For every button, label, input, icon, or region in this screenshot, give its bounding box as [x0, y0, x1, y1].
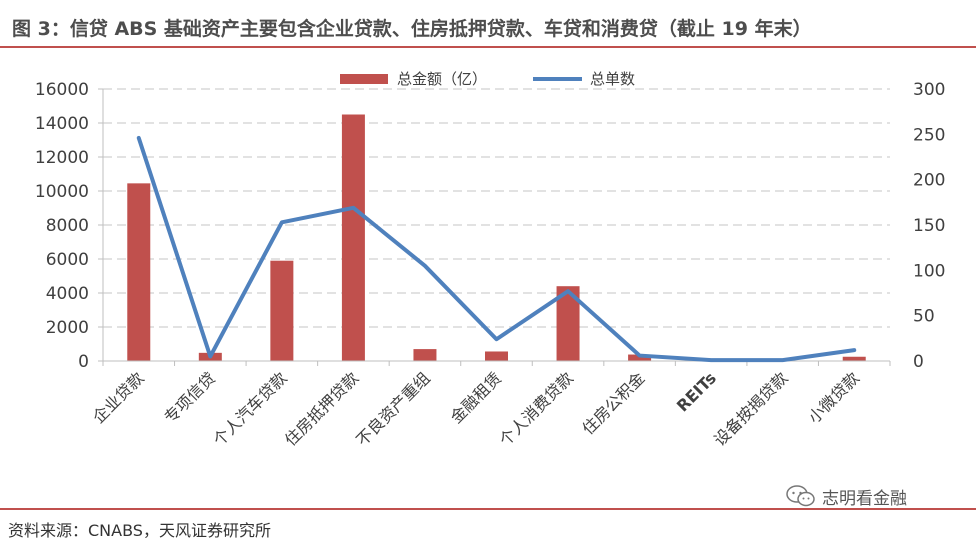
- bars: [127, 114, 866, 361]
- legend-line-label: 总单数: [590, 70, 635, 88]
- legend: 总金额（亿） 总单数: [340, 70, 635, 88]
- category-label: 不良资产重组: [352, 368, 433, 449]
- legend-bar-label: 总金额（亿）: [397, 70, 487, 88]
- bottom-rule: [0, 508, 976, 510]
- y-right-tick-label: 0: [913, 352, 924, 372]
- source-note: 资料来源：CNABS，天风证券研究所: [8, 521, 271, 540]
- watermark: 志明看金融: [782, 484, 911, 509]
- category-label: 个人消费贷款: [496, 368, 577, 449]
- chart: 0 2000 4000 6000 8000 10000 12000 14000 16000 0 5…: [35, 70, 946, 450]
- title-bar: 图 3：信贷 ABS 基础资产主要包含企业贷款、住房抵押贷款、车贷和消费贷（截止…: [0, 0, 976, 46]
- category-label: 企业贷款: [89, 368, 148, 427]
- line-series: [136, 135, 857, 363]
- category-label: 专项信贷: [160, 368, 219, 427]
- watermark-text: 志明看金融: [822, 488, 907, 509]
- y-left-tick-label: 10000: [35, 182, 89, 202]
- legend-bar-swatch: [340, 74, 388, 84]
- category-label: 金融租赁: [447, 368, 506, 427]
- left-tick-labels: 0 2000 4000 6000 8000 10000 12000 14000 16000: [35, 80, 89, 372]
- category-label: 设备按揭贷款: [710, 368, 791, 449]
- y-left-tick-label: 14000: [35, 114, 89, 134]
- bar: [556, 286, 580, 361]
- y-left-tick-label: 0: [78, 352, 89, 372]
- y-left-tick-label: 2000: [46, 318, 89, 338]
- bar: [341, 114, 365, 361]
- y-right-tick-label: 50: [913, 307, 935, 327]
- axes: [98, 88, 891, 366]
- line-series-total-count: [136, 135, 857, 363]
- category-label: 小微贷款: [804, 368, 863, 427]
- category-label: 住房抵押贷款: [281, 368, 362, 449]
- y-right-tick-label: 300: [913, 80, 945, 100]
- y-right-tick-label: 200: [913, 171, 945, 191]
- bar: [628, 354, 652, 361]
- wechat-icon: [786, 485, 815, 507]
- y-left-tick-label: 4000: [46, 284, 89, 304]
- bar: [485, 351, 508, 361]
- y-left-tick-label: 6000: [46, 250, 89, 270]
- right-tick-labels: 0 50 100 150 200 250 300: [913, 80, 945, 372]
- y-right-tick-label: 150: [913, 216, 945, 236]
- category-label: REITs: [673, 368, 720, 415]
- bar: [413, 349, 437, 361]
- category-label: 住房公积金: [578, 368, 648, 438]
- y-right-tick-label: 250: [913, 125, 945, 145]
- bar: [270, 260, 294, 361]
- y-left-tick-label: 12000: [35, 148, 89, 168]
- grid-lines: [103, 88, 890, 328]
- y-right-tick-label: 100: [913, 261, 945, 281]
- bar: [127, 183, 151, 361]
- figure-title: 图 3：信贷 ABS 基础资产主要包含企业贷款、住房抵押贷款、车贷和消费贷（截止…: [12, 18, 812, 40]
- top-rule: [0, 46, 976, 48]
- bar: [842, 356, 866, 361]
- y-left-tick-label: 16000: [35, 80, 89, 100]
- category-label: 个人汽车贷款: [209, 368, 290, 449]
- y-left-tick-label: 8000: [46, 216, 89, 236]
